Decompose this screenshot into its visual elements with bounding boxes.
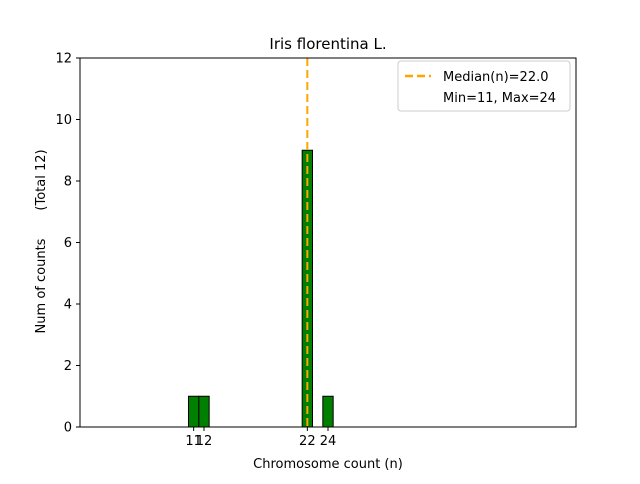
legend-entry-min-max: Min=11, Max=24	[443, 91, 556, 106]
y-tick-label: 8	[64, 175, 72, 190]
legend-entry-median: Median(n)=22.0	[443, 70, 549, 85]
y-tick-label: 0	[64, 421, 72, 436]
x-tick-label: 11	[185, 434, 202, 449]
y-tick-label: 4	[64, 298, 72, 313]
y-tick-label: 12	[55, 52, 72, 67]
x-axis-label: Chromosome count (n)	[253, 457, 403, 472]
legend-box	[397, 60, 571, 112]
legend: Median(n)=22.0 Min=11, Max=24	[397, 60, 571, 112]
y-tick-label: 2	[64, 359, 72, 374]
chart-title: Iris florentina L.	[269, 35, 386, 53]
x-tick-label: 24	[320, 434, 337, 449]
y-axis-label: Num of counts	[34, 238, 49, 333]
bar	[188, 395, 200, 428]
y-axis-ticks: 0 2 4 6 8 10 12	[55, 52, 80, 436]
y-tick-label: 6	[64, 236, 72, 251]
plot-frame	[79, 57, 577, 428]
y-tick-label: 10	[55, 113, 72, 128]
y-axis-total-label: (Total 12)	[34, 149, 49, 210]
bar	[322, 395, 334, 428]
x-tick-label: 12	[196, 434, 213, 449]
x-tick-label: 22	[299, 434, 316, 449]
bar	[198, 395, 210, 428]
